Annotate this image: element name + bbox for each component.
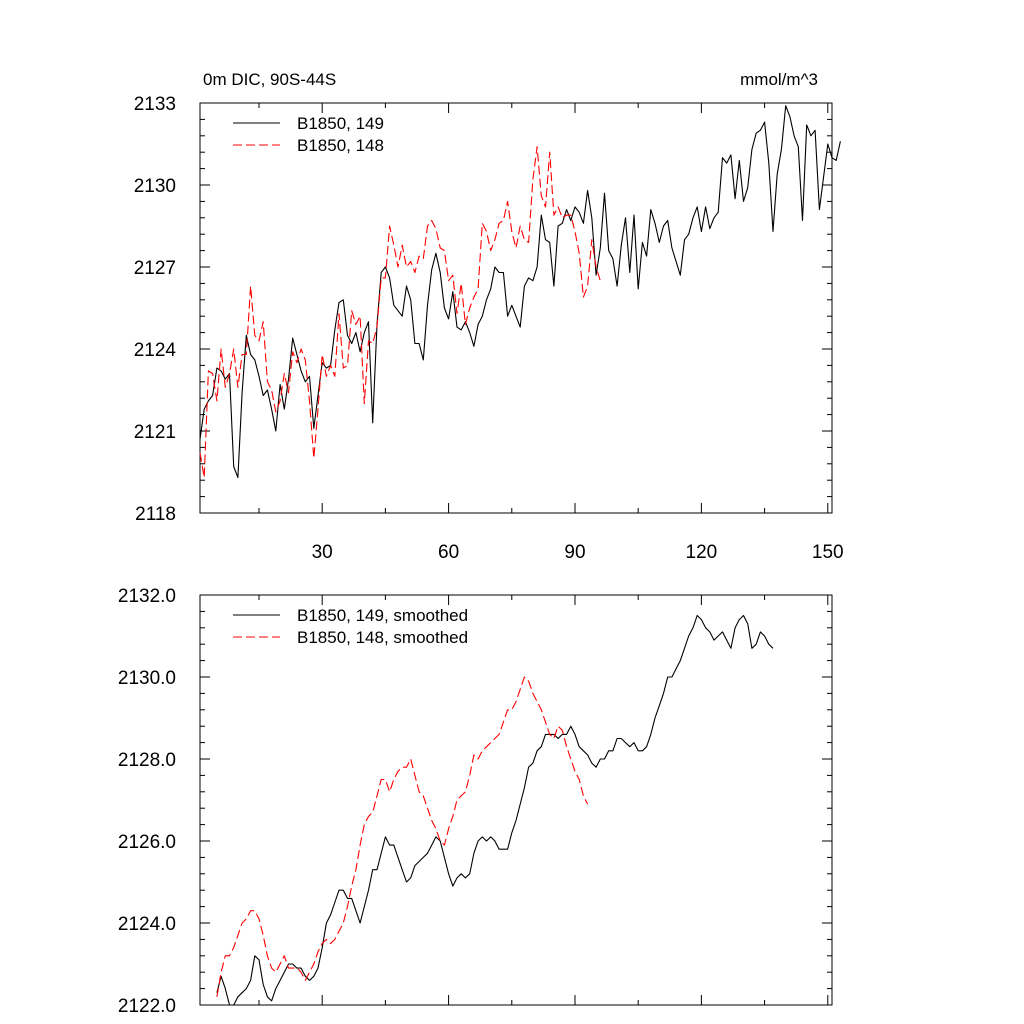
y-tick-label: 2127 [134, 258, 176, 279]
x-tick-label: 120 [686, 542, 718, 563]
top-legend: B1850, 149 B1850, 148 [233, 114, 384, 155]
y-tick-label: 2121 [134, 422, 176, 443]
y-tick-label: 2133 [134, 94, 176, 115]
top-axis-ticks: 2118 2121 2124 2127 2130 2133 30 60 90 120 150 [134, 94, 844, 563]
series-line-red [199, 146, 601, 479]
top-chart-title: 0m DIC, 90S-44S [203, 70, 336, 89]
y-tick-label: 2118 [135, 504, 176, 525]
legend-label: B1850, 149 [297, 114, 384, 133]
y-tick-label: 2124.0 [118, 914, 176, 935]
top-series [199, 105, 841, 479]
series-line-red [216, 676, 589, 997]
top-panel: 2118 2121 2124 2127 2130 2133 30 60 90 120 150 B18… [134, 70, 844, 563]
x-tick-label: 30 [312, 542, 333, 563]
y-tick-label: 2130.0 [118, 668, 176, 689]
x-tick-label: 150 [812, 542, 844, 563]
bottom-plot-frame [199, 594, 833, 1006]
y-tick-label: 2124 [134, 340, 177, 361]
y-tick-label: 2132.0 [118, 586, 176, 607]
top-chart-units: mmol/m^3 [740, 70, 818, 89]
x-tick-label: 90 [564, 542, 585, 563]
legend-label: B1850, 148 [297, 136, 384, 155]
x-tick-label: 60 [438, 542, 459, 563]
series-line-black [199, 105, 841, 479]
y-tick-label: 2126.0 [118, 832, 176, 853]
bottom-legend: B1850, 149, smoothed B1850, 148, smoothed [233, 606, 468, 647]
series-line-black [216, 614, 774, 1006]
legend-label: B1850, 149, smoothed [297, 606, 468, 625]
legend-label: B1850, 148, smoothed [297, 628, 468, 647]
y-tick-label: 2122.0 [118, 996, 176, 1017]
bottom-panel: 2122.0 2124.0 2126.0 2128.0 2130.0 2132.0 B18… [118, 586, 833, 1017]
y-tick-label: 2130 [134, 176, 176, 197]
bottom-series [216, 614, 774, 1006]
bottom-axis-ticks: 2122.0 2124.0 2126.0 2128.0 2130.0 2132.0 [118, 586, 832, 1017]
top-plot-frame [199, 102, 833, 514]
y-tick-label: 2128.0 [118, 750, 176, 771]
